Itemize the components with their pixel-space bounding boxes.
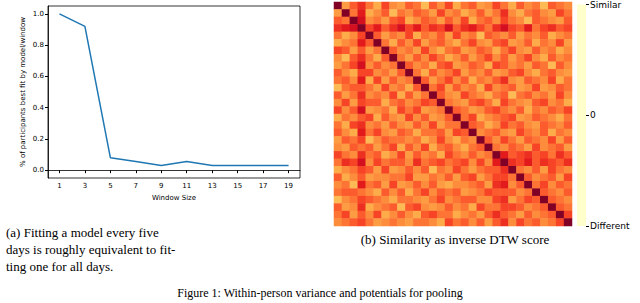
svg-text:7: 7 <box>134 182 138 190</box>
svg-text:0.4: 0.4 <box>33 104 45 112</box>
svg-text:1.0: 1.0 <box>33 10 44 18</box>
svg-text:(b) Similarity as inverse DTW: (b) Similarity as inverse DTW score <box>361 232 550 247</box>
svg-text:Similar: Similar <box>590 0 621 10</box>
svg-text:(a) Fitting a model every five: (a) Fitting a model every five <box>6 225 159 240</box>
svg-text:13: 13 <box>208 182 217 190</box>
svg-text:0.2: 0.2 <box>33 135 44 143</box>
svg-text:11: 11 <box>182 182 191 190</box>
svg-text:0.6: 0.6 <box>33 72 45 80</box>
svg-text:days is roughly equivalent to: days is roughly equivalent to fit- <box>6 242 175 257</box>
svg-text:% of participants best fit by: % of participants best fit by model/wind… <box>19 17 27 167</box>
svg-text:15: 15 <box>233 182 242 190</box>
svg-text:0.8: 0.8 <box>33 41 44 49</box>
svg-text:19: 19 <box>284 182 293 190</box>
svg-text:17: 17 <box>259 182 268 190</box>
svg-text:ting one for all days.: ting one for all days. <box>6 259 113 274</box>
svg-text:3: 3 <box>83 182 87 190</box>
svg-text:9: 9 <box>159 182 163 190</box>
svg-text:Window Size: Window Size <box>152 194 196 202</box>
svg-text:Different: Different <box>590 221 630 231</box>
svg-text:5: 5 <box>108 182 112 190</box>
svg-text:0.0: 0.0 <box>33 166 44 174</box>
svg-text:Figure 1: Within-person varian: Figure 1: Within-person variance and pot… <box>177 286 463 300</box>
svg-text:1: 1 <box>57 182 61 190</box>
svg-text:0: 0 <box>590 110 596 120</box>
